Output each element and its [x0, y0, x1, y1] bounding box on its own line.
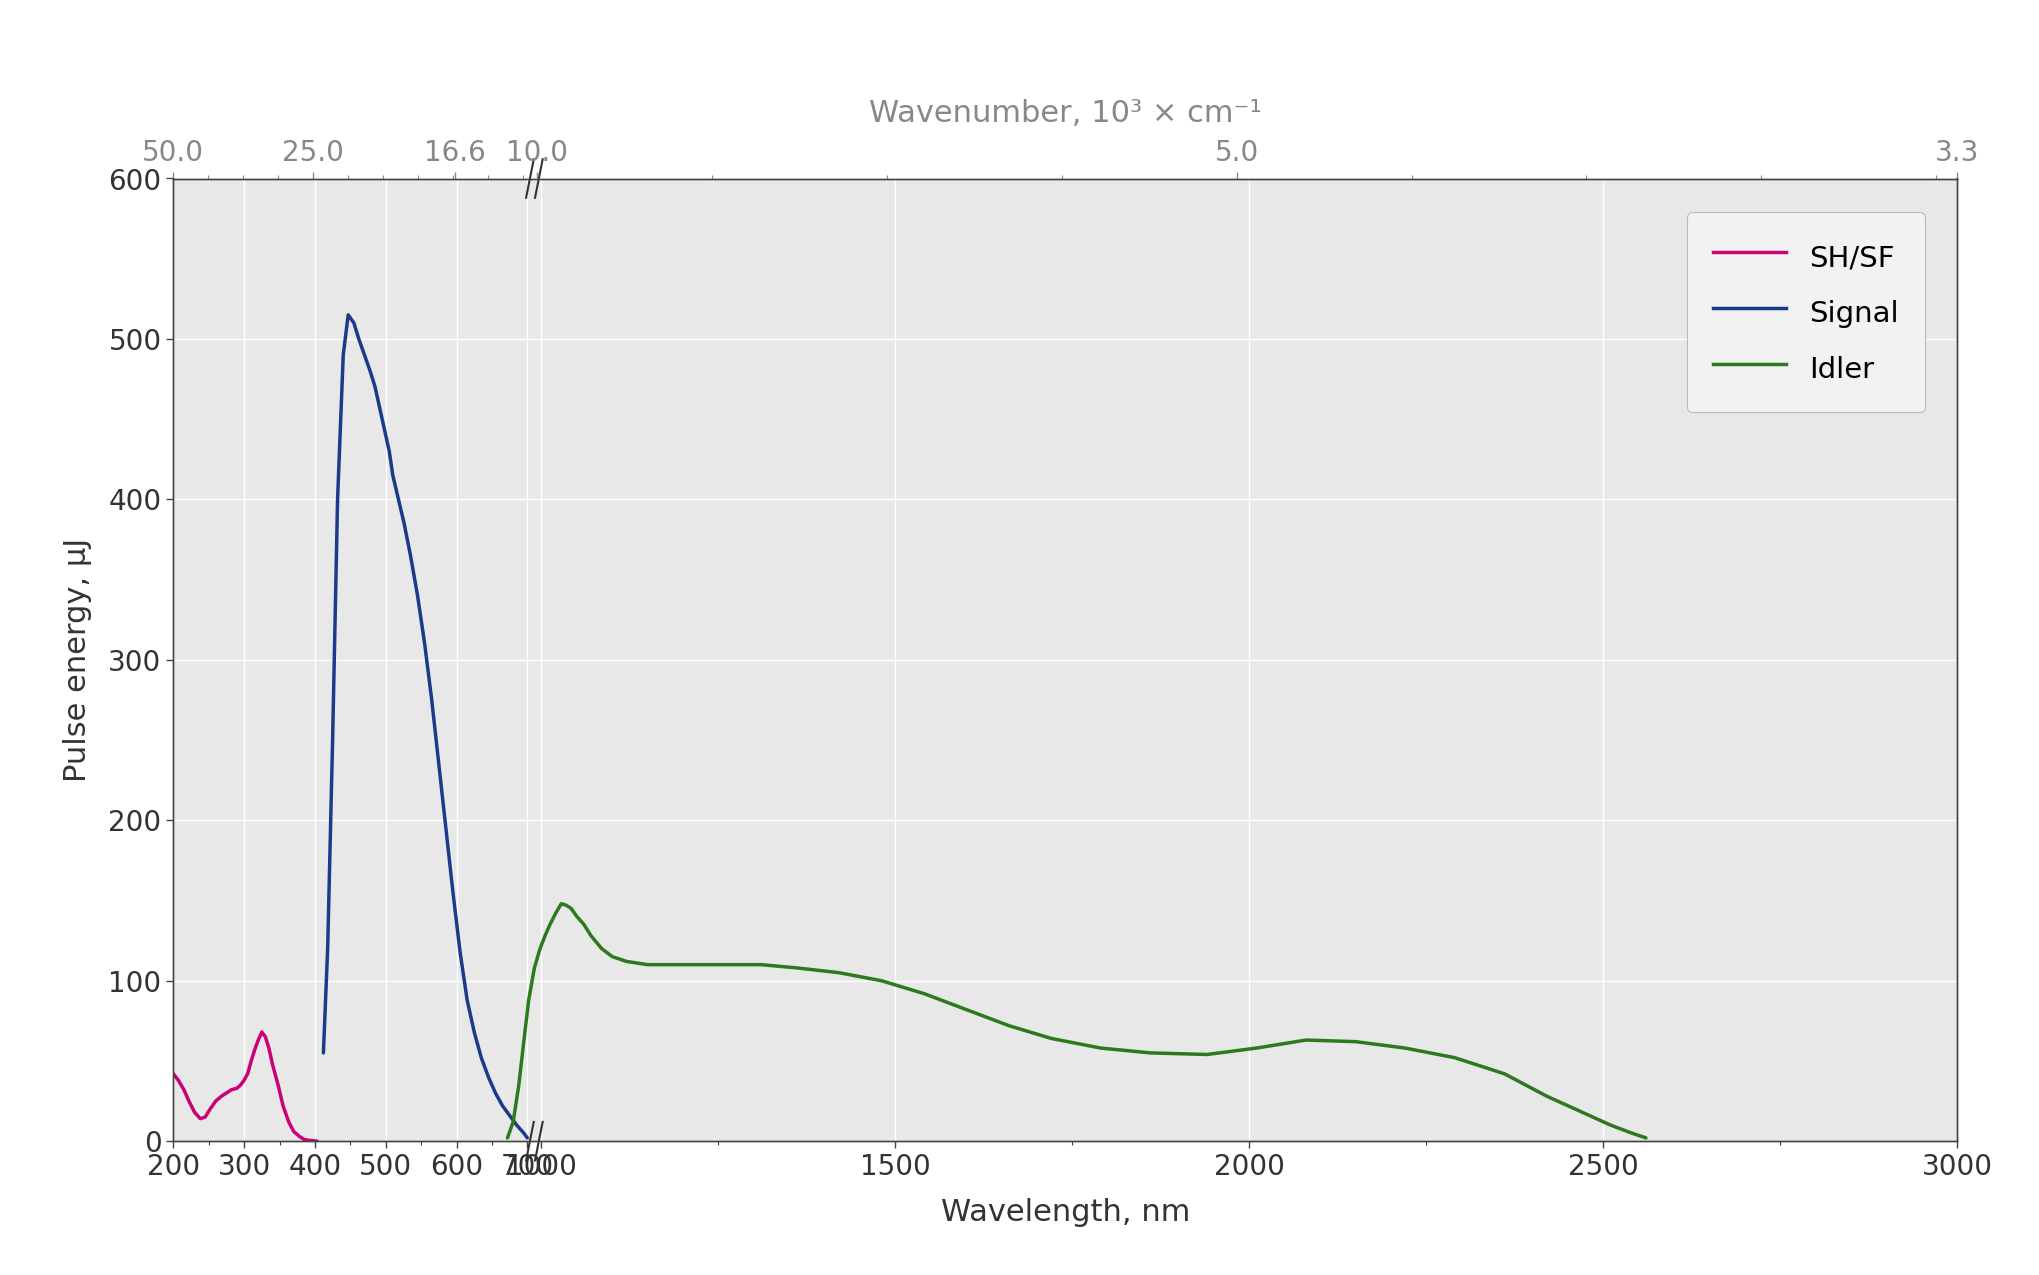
X-axis label: Wavenumber, 10³ × cm⁻¹: Wavenumber, 10³ × cm⁻¹: [869, 99, 1262, 128]
Legend: SH/SF, Signal, Idler: SH/SF, Signal, Idler: [1686, 213, 1925, 412]
X-axis label: Wavelength, nm: Wavelength, nm: [940, 1197, 1191, 1227]
Y-axis label: Pulse energy, μJ: Pulse energy, μJ: [63, 538, 92, 782]
